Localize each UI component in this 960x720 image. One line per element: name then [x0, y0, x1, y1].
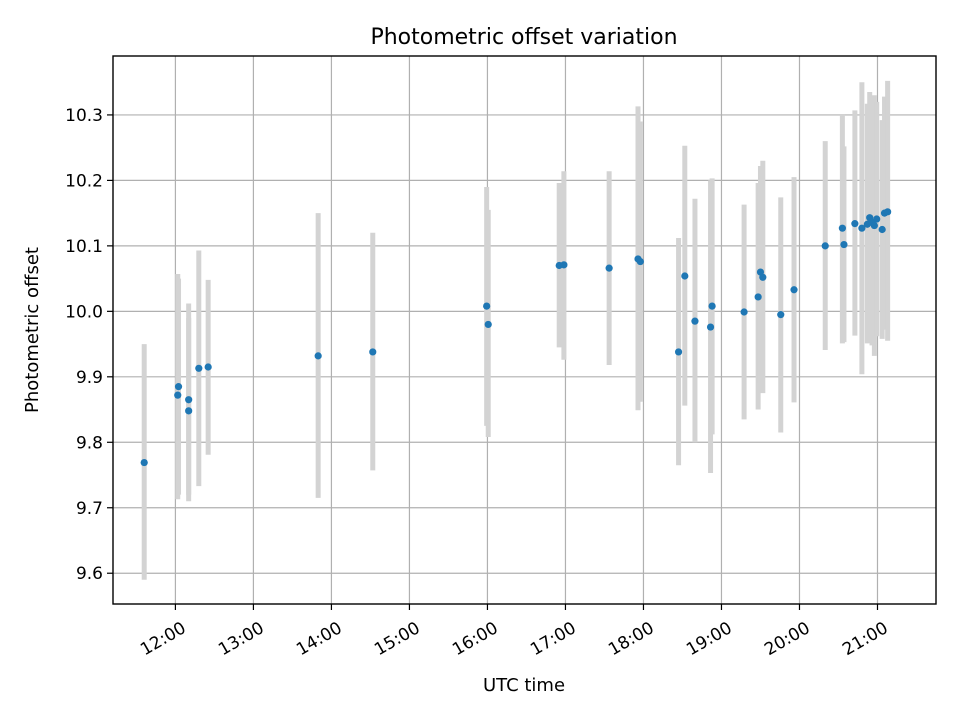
data-point — [174, 391, 182, 399]
data-point — [884, 208, 892, 216]
data-point — [708, 302, 716, 310]
data-point — [195, 364, 203, 372]
x-tick-label: 21:00 — [839, 618, 891, 660]
x-tick-label: 12:00 — [137, 618, 189, 660]
grid — [113, 56, 936, 604]
data-point — [691, 317, 699, 325]
data-point — [759, 273, 767, 281]
data-point — [821, 242, 829, 250]
data-point — [851, 220, 859, 228]
data-point — [706, 323, 715, 331]
chart-title: Photometric offset variation — [370, 25, 677, 50]
y-tick-label: 10.2 — [65, 171, 103, 191]
x-tick-label: 20:00 — [761, 618, 813, 660]
x-axis-label: UTC time — [483, 675, 565, 696]
data-point — [204, 363, 212, 371]
x-tick-label: 17:00 — [527, 618, 579, 660]
data-point — [870, 221, 878, 230]
y-axis-label: Photometric offset — [22, 247, 43, 413]
data-point — [873, 215, 881, 223]
x-tick-label: 16:00 — [449, 618, 501, 660]
data-point — [790, 286, 798, 294]
data-point — [314, 352, 322, 360]
data-point — [185, 396, 193, 404]
x-tick-label: 18:00 — [605, 618, 657, 660]
data-point — [840, 240, 848, 249]
data-points — [140, 208, 892, 467]
error-bars — [141, 80, 891, 580]
y-tick-label: 9.7 — [76, 499, 103, 519]
y-tick-label: 9.6 — [76, 564, 103, 584]
x-tick-label: 13:00 — [215, 618, 267, 660]
data-point — [681, 272, 689, 280]
data-point — [777, 311, 785, 319]
data-point — [754, 293, 762, 301]
y-tick-label: 9.8 — [76, 433, 103, 453]
x-tick-label: 15:00 — [371, 618, 423, 660]
data-point — [740, 308, 748, 316]
y-tick-label: 9.9 — [76, 368, 103, 388]
x-tick-label: 14:00 — [293, 618, 345, 660]
data-point — [560, 261, 568, 269]
data-point — [140, 458, 148, 467]
data-point — [858, 224, 866, 232]
data-point — [605, 264, 613, 272]
data-point — [369, 348, 377, 356]
x-tick-label: 19:00 — [683, 618, 735, 660]
data-point — [838, 224, 846, 232]
data-point — [878, 225, 886, 234]
y-axis-ticks: 9.6 9.7 9.8 9.9 10.0 10.1 10.2 10.3 — [65, 106, 113, 584]
y-tick-label: 10.3 — [65, 106, 103, 126]
y-tick-label: 10.1 — [65, 237, 103, 257]
data-point — [484, 320, 492, 329]
data-point — [674, 348, 683, 356]
data-point — [174, 383, 183, 391]
data-point — [636, 257, 644, 266]
data-point — [483, 302, 491, 310]
plot-frame — [112, 55, 937, 605]
data-point — [185, 407, 193, 415]
y-tick-label: 10.0 — [65, 302, 103, 322]
x-axis-ticks: 12:00 13:00 14:00 15:00 16:00 17:00 18:00 19:00… — [137, 604, 892, 660]
